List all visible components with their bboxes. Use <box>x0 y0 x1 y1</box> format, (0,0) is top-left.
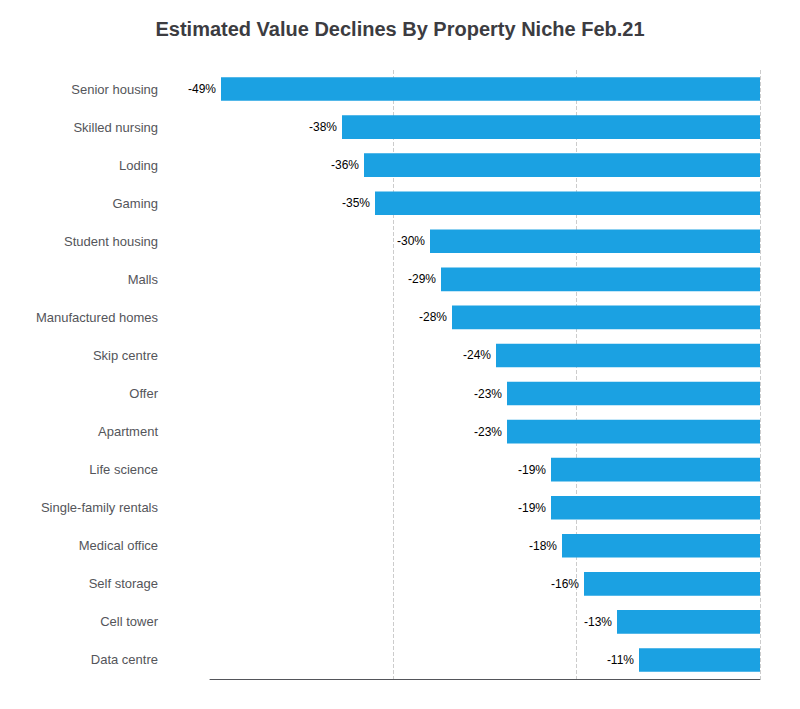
svg-text:-16%: -16% <box>551 577 579 591</box>
svg-text:Senior housing: Senior housing <box>71 82 158 97</box>
svg-text:-49%: -49% <box>188 82 216 96</box>
svg-text:-36%: -36% <box>331 158 359 172</box>
svg-text:Gaming: Gaming <box>112 196 158 211</box>
svg-text:-35%: -35% <box>342 196 370 210</box>
svg-text:-13%: -13% <box>584 615 612 629</box>
svg-text:-18%: -18% <box>529 539 557 553</box>
svg-text:Skilled nursing: Skilled nursing <box>73 120 158 135</box>
svg-text:Apartment: Apartment <box>98 424 158 439</box>
svg-text:Single-family rentals: Single-family rentals <box>41 500 159 515</box>
svg-text:-23%: -23% <box>474 425 502 439</box>
svg-text:-24%: -24% <box>463 348 491 362</box>
svg-text:Life science: Life science <box>89 462 158 477</box>
svg-text:-28%: -28% <box>419 310 447 324</box>
svg-text:Data centre: Data centre <box>91 652 158 667</box>
svg-text:-38%: -38% <box>309 120 337 134</box>
svg-text:Student housing: Student housing <box>64 234 158 249</box>
svg-text:-23%: -23% <box>474 387 502 401</box>
svg-text:-19%: -19% <box>518 463 546 477</box>
svg-text:Self storage: Self storage <box>89 576 158 591</box>
svg-text:-30%: -30% <box>397 234 425 248</box>
svg-text:Loding: Loding <box>119 158 158 173</box>
svg-text:Skip centre: Skip centre <box>93 348 158 363</box>
svg-text:Manufactured homes: Manufactured homes <box>36 310 159 325</box>
svg-text:-19%: -19% <box>518 501 546 515</box>
svg-text:Malls: Malls <box>128 272 159 287</box>
svg-text:Cell tower: Cell tower <box>100 614 158 629</box>
svg-text:-11%: -11% <box>607 653 634 667</box>
svg-text:-29%: -29% <box>408 272 436 286</box>
svg-text:Medical office: Medical office <box>79 538 158 553</box>
svg-text:Estimated Value Declines By Pr: Estimated Value Declines By Property Nic… <box>155 18 644 40</box>
svg-text:Offer: Offer <box>129 386 158 401</box>
